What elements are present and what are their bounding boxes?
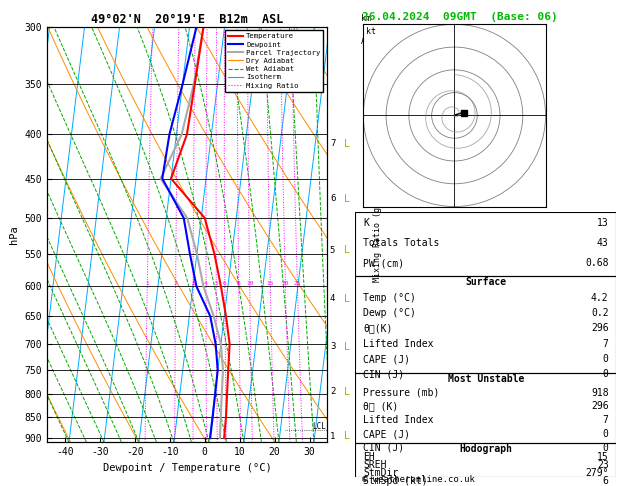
- Text: 23: 23: [597, 460, 609, 470]
- Text: 4.2: 4.2: [591, 293, 609, 303]
- Text: 6: 6: [603, 476, 609, 486]
- Text: 1: 1: [145, 281, 149, 286]
- Text: 3: 3: [191, 281, 195, 286]
- Text: Totals Totals: Totals Totals: [363, 238, 440, 248]
- Text: θᴄ(K): θᴄ(K): [363, 323, 392, 333]
- Text: L: L: [344, 139, 350, 149]
- Text: 6: 6: [330, 194, 335, 203]
- Text: 6: 6: [223, 281, 226, 286]
- Text: θᴄ (K): θᴄ (K): [363, 401, 398, 412]
- Text: CAPE (J): CAPE (J): [363, 354, 410, 364]
- Text: 15: 15: [597, 452, 609, 462]
- Text: 4: 4: [330, 294, 335, 303]
- Title: 49°02'N  20°19'E  B12m  ASL: 49°02'N 20°19'E B12m ASL: [91, 13, 283, 26]
- Text: 0: 0: [603, 369, 609, 380]
- Text: km: km: [360, 14, 370, 22]
- Text: 26.04.2024  09GMT  (Base: 06): 26.04.2024 09GMT (Base: 06): [362, 12, 557, 22]
- Text: EH: EH: [363, 452, 375, 462]
- Text: Lifted Index: Lifted Index: [363, 339, 434, 349]
- Text: 0.2: 0.2: [591, 308, 609, 318]
- Text: 279°: 279°: [585, 468, 609, 478]
- Text: 13: 13: [597, 218, 609, 227]
- Text: L: L: [344, 342, 350, 352]
- X-axis label: Dewpoint / Temperature (°C): Dewpoint / Temperature (°C): [103, 463, 272, 473]
- Text: 5: 5: [330, 246, 335, 255]
- Text: 296: 296: [591, 323, 609, 333]
- Text: LCL: LCL: [312, 422, 326, 431]
- Bar: [355, 276, 616, 373]
- Text: K: K: [363, 218, 369, 227]
- Text: Surface: Surface: [465, 278, 506, 287]
- Text: 7: 7: [603, 339, 609, 349]
- Text: L: L: [344, 194, 350, 204]
- Text: 43: 43: [597, 238, 609, 248]
- Text: Dewp (°C): Dewp (°C): [363, 308, 416, 318]
- Text: Mixing Ratio (g/kg): Mixing Ratio (g/kg): [373, 187, 382, 282]
- Text: Temp (°C): Temp (°C): [363, 293, 416, 303]
- Bar: [355, 373, 616, 443]
- Text: L: L: [344, 387, 350, 397]
- Bar: [355, 212, 616, 276]
- Text: PW (cm): PW (cm): [363, 259, 404, 268]
- Text: Most Unstable: Most Unstable: [448, 374, 524, 384]
- Text: 4: 4: [204, 281, 208, 286]
- Text: 7: 7: [603, 415, 609, 425]
- Text: 0: 0: [603, 354, 609, 364]
- Text: L: L: [344, 245, 350, 255]
- Text: L: L: [344, 294, 350, 304]
- Text: CIN (J): CIN (J): [363, 369, 404, 380]
- Text: 0: 0: [603, 429, 609, 439]
- Text: ASL: ASL: [360, 37, 376, 46]
- Text: 20: 20: [282, 281, 289, 286]
- Text: 3: 3: [330, 342, 335, 351]
- Text: 1: 1: [330, 432, 335, 440]
- Text: 15: 15: [267, 281, 274, 286]
- Text: kt: kt: [365, 27, 376, 35]
- Text: 7: 7: [330, 139, 335, 148]
- Text: © weatheronline.co.uk: © weatheronline.co.uk: [362, 474, 474, 484]
- Text: 296: 296: [591, 401, 609, 412]
- Text: 0: 0: [603, 443, 609, 453]
- Text: 918: 918: [591, 388, 609, 398]
- Bar: [355, 443, 616, 477]
- Text: 5: 5: [214, 281, 218, 286]
- Text: 2: 2: [174, 281, 177, 286]
- Y-axis label: hPa: hPa: [9, 225, 19, 244]
- Text: Pressure (mb): Pressure (mb): [363, 388, 440, 398]
- Text: 0.68: 0.68: [585, 259, 609, 268]
- Legend: Temperature, Dewpoint, Parcel Trajectory, Dry Adiabat, Wet Adiabat, Isotherm, Mi: Temperature, Dewpoint, Parcel Trajectory…: [225, 30, 323, 91]
- Text: 25: 25: [294, 281, 301, 286]
- Text: StmDir: StmDir: [363, 468, 398, 478]
- Text: SREH: SREH: [363, 460, 387, 470]
- Text: StmSpd (kt): StmSpd (kt): [363, 476, 428, 486]
- Text: CAPE (J): CAPE (J): [363, 429, 410, 439]
- Text: Lifted Index: Lifted Index: [363, 415, 434, 425]
- Text: 2: 2: [330, 387, 335, 396]
- Text: 10: 10: [246, 281, 253, 286]
- Text: 8: 8: [237, 281, 240, 286]
- Text: Hodograph: Hodograph: [459, 444, 513, 454]
- Text: CIN (J): CIN (J): [363, 443, 404, 453]
- Text: L: L: [344, 431, 350, 441]
